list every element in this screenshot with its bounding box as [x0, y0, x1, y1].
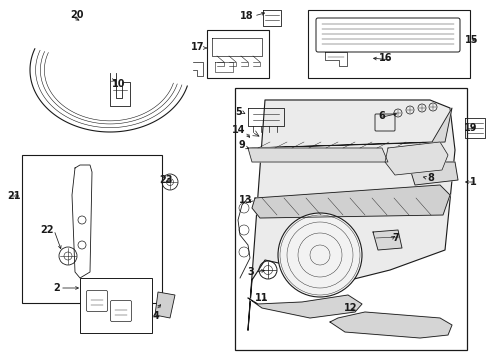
Bar — [206, 30, 268, 78]
Polygon shape — [155, 292, 175, 318]
Text: 15: 15 — [464, 35, 477, 45]
Polygon shape — [251, 185, 449, 218]
Text: 22: 22 — [41, 225, 54, 235]
Bar — [22, 155, 162, 303]
Text: 9: 9 — [238, 140, 244, 150]
Bar — [235, 88, 466, 350]
Text: 4: 4 — [152, 311, 159, 321]
Text: 21: 21 — [7, 191, 20, 201]
Text: 7: 7 — [391, 233, 398, 243]
Text: 1: 1 — [469, 177, 476, 187]
Text: 8: 8 — [426, 173, 433, 183]
Text: 19: 19 — [463, 123, 476, 133]
Circle shape — [278, 213, 361, 297]
Text: 12: 12 — [343, 303, 356, 313]
Polygon shape — [247, 295, 361, 318]
Text: 17: 17 — [190, 42, 203, 52]
Text: 6: 6 — [377, 111, 384, 121]
Text: 20: 20 — [70, 10, 83, 20]
Bar — [307, 10, 469, 78]
Text: 2: 2 — [53, 283, 60, 293]
Text: 13: 13 — [238, 195, 251, 205]
Text: 16: 16 — [378, 53, 391, 63]
Text: 3: 3 — [247, 267, 253, 277]
Text: 18: 18 — [240, 11, 253, 21]
Text: 5: 5 — [235, 107, 242, 117]
Polygon shape — [372, 230, 401, 250]
Polygon shape — [329, 312, 451, 338]
Polygon shape — [407, 162, 457, 185]
Text: 23: 23 — [159, 175, 173, 185]
Polygon shape — [249, 108, 451, 148]
Text: 11: 11 — [254, 293, 267, 303]
Bar — [80, 278, 152, 333]
Text: 10: 10 — [112, 79, 125, 89]
Text: 14: 14 — [231, 125, 244, 135]
Polygon shape — [384, 142, 447, 175]
Polygon shape — [247, 148, 387, 162]
Polygon shape — [247, 100, 454, 330]
